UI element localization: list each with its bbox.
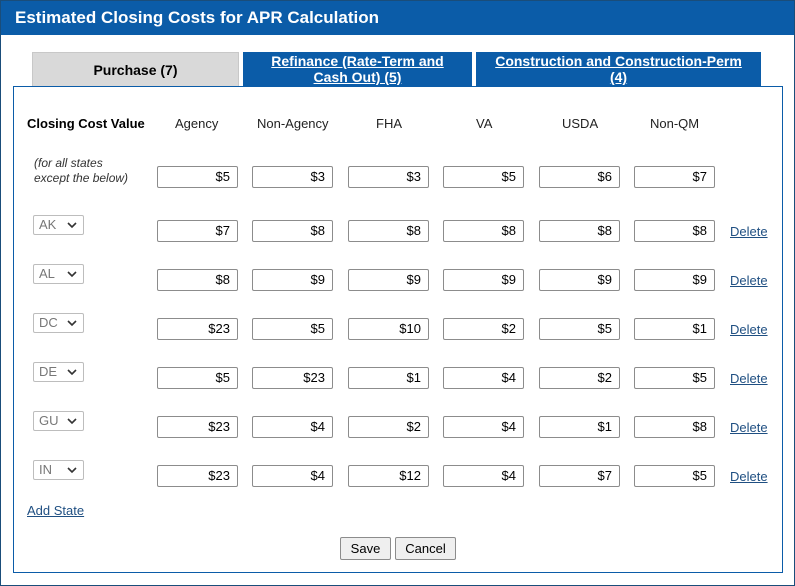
usda-input[interactable]: $5 — [539, 318, 620, 340]
default-usda-input[interactable]: $6 — [539, 166, 620, 188]
default-row-note: (for all states except the below) — [34, 156, 128, 186]
dialog-title: Estimated Closing Costs for APR Calculat… — [1, 1, 794, 35]
delete-link[interactable]: Delete — [730, 322, 768, 337]
state-value: AK — [39, 217, 57, 232]
non-qm-input[interactable]: $9 — [634, 269, 715, 291]
chevron-down-icon — [67, 467, 77, 474]
tab-construction-line1: Construction and Construction-Perm — [495, 53, 742, 69]
state-select[interactable]: DC — [33, 313, 84, 333]
chevron-down-icon — [67, 222, 77, 229]
state-value: DE — [39, 364, 58, 379]
chevron-down-icon — [67, 271, 77, 278]
header-agency: Agency — [175, 116, 219, 131]
fha-input[interactable]: $1 — [348, 367, 429, 389]
default-va-input[interactable]: $5 — [443, 166, 524, 188]
tab-refinance-line1: Refinance (Rate-Term and — [271, 53, 444, 69]
usda-input[interactable]: $1 — [539, 416, 620, 438]
fha-input[interactable]: $2 — [348, 416, 429, 438]
tab-refinance-line2: Cash Out) (5) — [313, 69, 402, 85]
delete-link[interactable]: Delete — [730, 224, 768, 239]
tab-panel — [13, 86, 783, 573]
chevron-down-icon — [67, 418, 77, 425]
agency-input[interactable]: $23 — [157, 318, 238, 340]
tab-purchase[interactable]: Purchase (7) — [32, 52, 239, 87]
default-note-line2: except the below) — [34, 171, 129, 185]
add-state-link[interactable]: Add State — [27, 503, 85, 518]
non-qm-input[interactable]: $8 — [634, 416, 715, 438]
state-select[interactable]: DE — [33, 362, 84, 382]
va-input[interactable]: $4 — [443, 367, 524, 389]
non-qm-input[interactable]: $5 — [634, 367, 715, 389]
fha-input[interactable]: $10 — [348, 318, 429, 340]
agency-input[interactable]: $23 — [157, 416, 238, 438]
va-input[interactable]: $2 — [443, 318, 524, 340]
non-qm-input[interactable]: $8 — [634, 220, 715, 242]
non-agency-input[interactable]: $4 — [252, 416, 333, 438]
agency-input[interactable]: $7 — [157, 220, 238, 242]
default-note-line1: (for all states — [34, 156, 103, 170]
state-value: IN — [39, 462, 52, 477]
default-non-qm-input[interactable]: $7 — [634, 166, 715, 188]
state-value: DC — [39, 315, 58, 330]
non-qm-input[interactable]: $5 — [634, 465, 715, 487]
header-va: VA — [476, 116, 493, 131]
state-select[interactable]: AK — [33, 215, 84, 235]
tab-construction-line2: (4) — [609, 69, 628, 85]
non-agency-input[interactable]: $5 — [252, 318, 333, 340]
chevron-down-icon — [67, 320, 77, 327]
agency-input[interactable]: $23 — [157, 465, 238, 487]
header-non-qm: Non-QM — [650, 116, 700, 131]
tab-refinance[interactable]: Refinance (Rate-Term and Cash Out) (5) — [243, 52, 472, 87]
default-agency-input[interactable]: $5 — [157, 166, 238, 188]
agency-input[interactable]: $8 — [157, 269, 238, 291]
delete-link[interactable]: Delete — [730, 469, 768, 484]
state-select[interactable]: AL — [33, 264, 84, 284]
non-agency-input[interactable]: $23 — [252, 367, 333, 389]
default-fha-input[interactable]: $3 — [348, 166, 429, 188]
agency-input[interactable]: $5 — [157, 367, 238, 389]
va-input[interactable]: $4 — [443, 416, 524, 438]
delete-link[interactable]: Delete — [730, 273, 768, 288]
va-input[interactable]: $9 — [443, 269, 524, 291]
save-button[interactable]: Save — [340, 537, 391, 560]
non-qm-input[interactable]: $1 — [634, 318, 715, 340]
state-select[interactable]: IN — [33, 460, 84, 480]
fha-input[interactable]: $12 — [348, 465, 429, 487]
va-input[interactable]: $8 — [443, 220, 524, 242]
non-agency-input[interactable]: $8 — [252, 220, 333, 242]
header-closing-cost-value: Closing Cost Value — [27, 116, 145, 131]
non-agency-input[interactable]: $9 — [252, 269, 333, 291]
va-input[interactable]: $4 — [443, 465, 524, 487]
header-fha: FHA — [376, 116, 402, 131]
fha-input[interactable]: $8 — [348, 220, 429, 242]
usda-input[interactable]: $2 — [539, 367, 620, 389]
chevron-down-icon — [67, 369, 77, 376]
usda-input[interactable]: $9 — [539, 269, 620, 291]
tab-construction[interactable]: Construction and Construction-Perm (4) — [476, 52, 761, 87]
usda-input[interactable]: $7 — [539, 465, 620, 487]
state-select[interactable]: GU — [33, 411, 84, 431]
state-value: GU — [39, 413, 59, 428]
cancel-button[interactable]: Cancel — [395, 537, 456, 560]
delete-link[interactable]: Delete — [730, 420, 768, 435]
fha-input[interactable]: $9 — [348, 269, 429, 291]
header-usda: USDA — [562, 116, 599, 131]
header-non-agency: Non-Agency — [257, 116, 329, 131]
delete-link[interactable]: Delete — [730, 371, 768, 386]
non-agency-input[interactable]: $4 — [252, 465, 333, 487]
state-value: AL — [39, 266, 55, 281]
default-non-agency-input[interactable]: $3 — [252, 166, 333, 188]
usda-input[interactable]: $8 — [539, 220, 620, 242]
